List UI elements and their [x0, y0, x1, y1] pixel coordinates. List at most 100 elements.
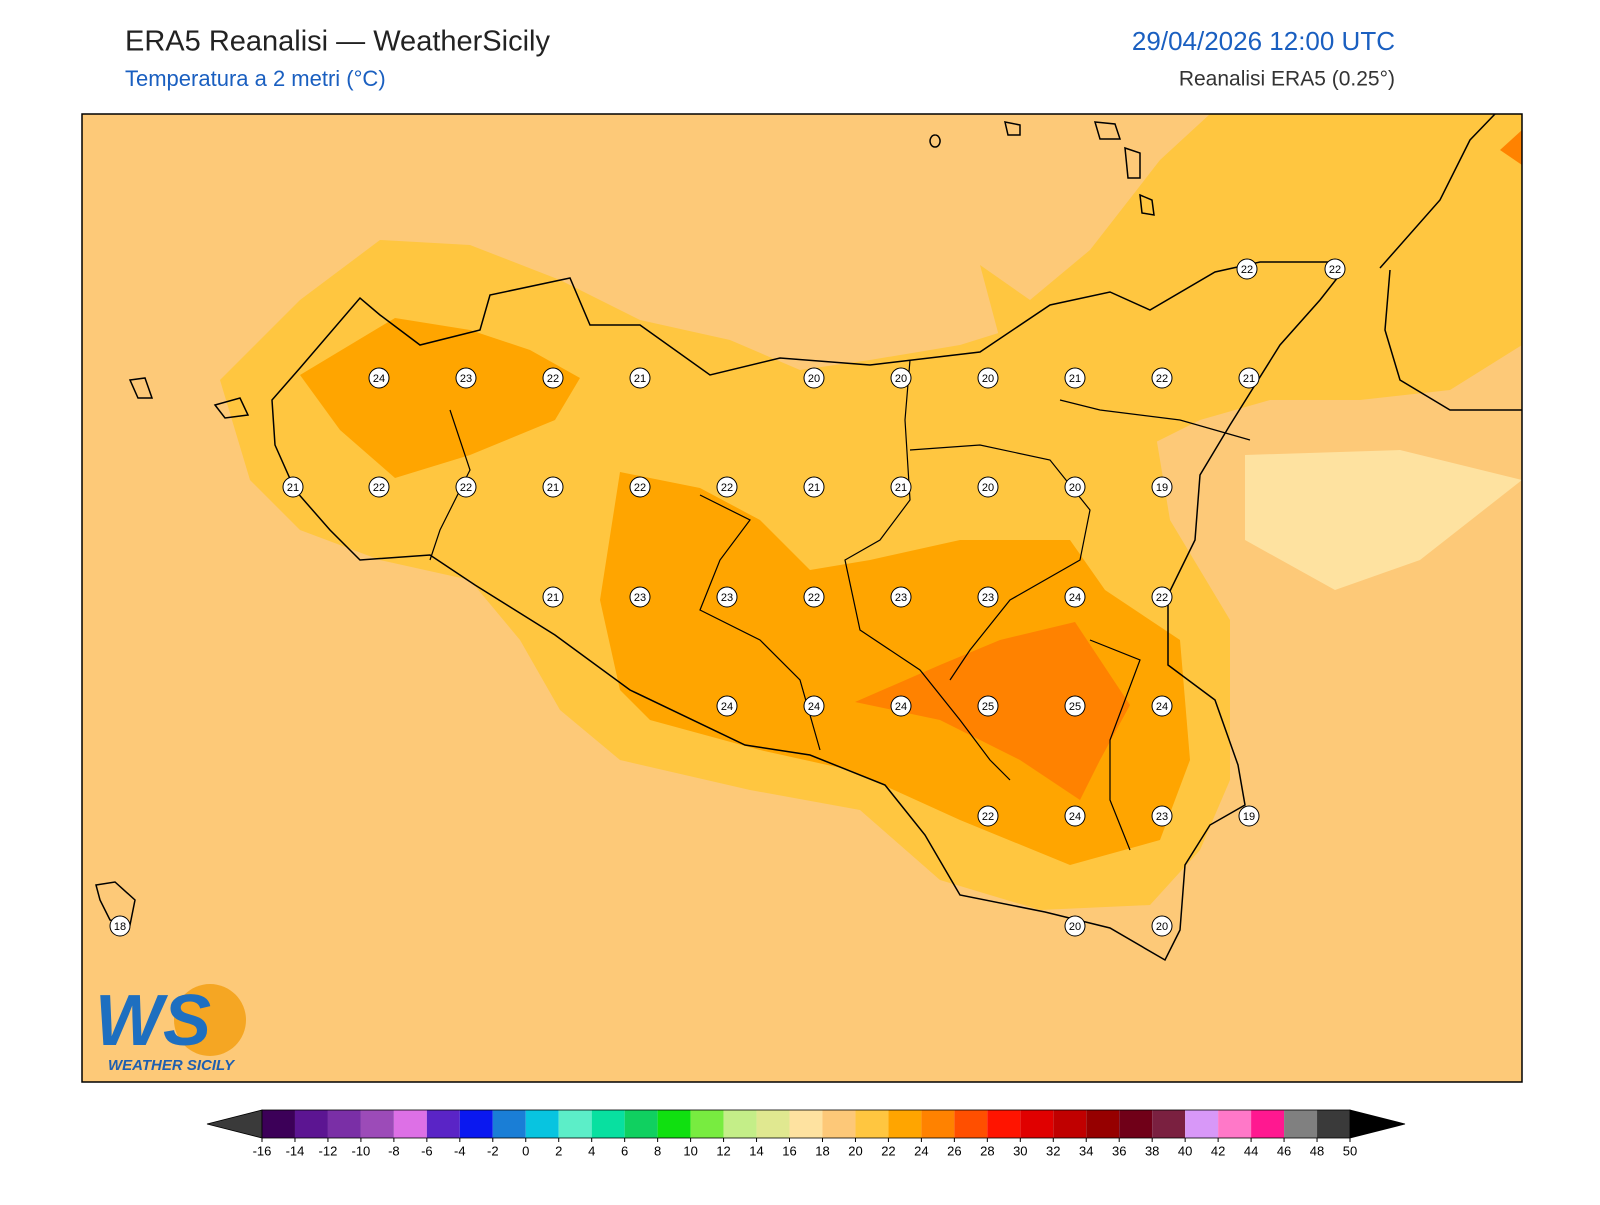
station-value: 23 — [460, 373, 472, 385]
station-values: 22 22 24 23 22 21 20 20 20 21 22 21 21 22 22 21 22 22 21 21… — [109, 258, 1346, 937]
logo-sun — [174, 984, 246, 1056]
station-value: 21 — [287, 482, 299, 494]
colorbar-under — [206, 1109, 263, 1139]
station-marker — [1064, 805, 1086, 827]
colorbar-tick-label: -8 — [388, 1143, 400, 1158]
station-value: 22 — [460, 482, 472, 494]
station-marker — [1064, 915, 1086, 937]
colorbar-box — [1053, 1110, 1087, 1138]
colorbar-box — [855, 1110, 889, 1138]
station-value: 24 — [1069, 592, 1081, 604]
colorbar-tick-label: 4 — [588, 1143, 595, 1158]
station-value: 20 — [1069, 482, 1081, 494]
colorbar-tick-label: -14 — [286, 1143, 305, 1158]
colorbar-box — [393, 1110, 427, 1138]
station-value: 22 — [982, 811, 994, 823]
station-value: 25 — [982, 701, 994, 713]
colorbar-tick-label: 40 — [1178, 1143, 1192, 1158]
colorbar-box — [492, 1110, 526, 1138]
colorbar-box — [1152, 1110, 1186, 1138]
station-marker — [1151, 367, 1173, 389]
station-value: 23 — [1156, 811, 1168, 823]
colorbar-tick-label: 38 — [1145, 1143, 1159, 1158]
station-value: 21 — [1243, 373, 1255, 385]
colorbar-tick-label: 50 — [1343, 1143, 1357, 1158]
station-value: 20 — [895, 373, 907, 385]
station-value: 21 — [895, 482, 907, 494]
colorbar-tick-label: -16 — [253, 1143, 272, 1158]
station-value: 22 — [373, 482, 385, 494]
station-value: 22 — [547, 373, 559, 385]
station-value: 22 — [721, 482, 733, 494]
colorbar-tick-label: -12 — [319, 1143, 338, 1158]
station-value: 22 — [808, 592, 820, 604]
colorbar-over — [1349, 1109, 1406, 1139]
logo-initials: WS — [95, 981, 211, 1061]
station-value: 24 — [1156, 701, 1168, 713]
station-marker — [1151, 586, 1173, 608]
colorbar: -16 -14 -12 -10 -8 -6 -4 -2 0 2 4 6 8 10 12 14 16 18 20 22 2… — [206, 1109, 1406, 1158]
station-marker — [1064, 586, 1086, 608]
station-value: 23 — [982, 592, 994, 604]
colorbar-tick-label: 2 — [555, 1143, 562, 1158]
station-value: 19 — [1156, 482, 1168, 494]
colorbar-tick-label: -6 — [421, 1143, 433, 1158]
colorbar-tick-label: 16 — [782, 1143, 796, 1158]
station-value: 21 — [634, 373, 646, 385]
colorbar-tick-label: 6 — [621, 1143, 628, 1158]
station-marker — [629, 367, 651, 389]
colorbar-box — [1185, 1110, 1219, 1138]
colorbar-box — [954, 1110, 988, 1138]
station-value: 23 — [721, 592, 733, 604]
station-marker — [368, 476, 390, 498]
colorbar-tick-label: 8 — [654, 1143, 661, 1158]
station-marker — [629, 586, 651, 608]
colorbar-box — [822, 1110, 856, 1138]
colorbar-tick-label: 30 — [1013, 1143, 1027, 1158]
colorbar-tick-label: 24 — [914, 1143, 928, 1158]
colorbar-box — [558, 1110, 592, 1138]
station-value: 19 — [1243, 811, 1255, 823]
colorbar-box — [1020, 1110, 1054, 1138]
colorbar-box — [1317, 1110, 1350, 1138]
colorbar-box — [262, 1110, 295, 1138]
station-value: 22 — [1241, 264, 1253, 276]
calabria-coast — [1379, 114, 1522, 411]
station-value: 20 — [982, 373, 994, 385]
station-marker — [1151, 695, 1173, 717]
colorbar-box — [723, 1110, 757, 1138]
station-marker — [803, 586, 825, 608]
station-marker — [890, 476, 912, 498]
station-value: 20 — [808, 373, 820, 385]
subtitle: Temperatura a 2 metri (°C) — [125, 66, 386, 91]
colorbar-tick-label: 22 — [881, 1143, 895, 1158]
map-frame — [81, 113, 1523, 1083]
station-marker — [109, 915, 131, 937]
station-marker — [455, 476, 477, 498]
station-marker — [542, 586, 564, 608]
colorbar-box — [327, 1110, 361, 1138]
colorbar-box — [1284, 1110, 1318, 1138]
station-marker — [977, 805, 999, 827]
station-marker — [716, 476, 738, 498]
station-marker — [803, 367, 825, 389]
station-marker — [1324, 258, 1346, 280]
colorbar-tick-label: 36 — [1112, 1143, 1126, 1158]
station-value: 24 — [808, 701, 820, 713]
station-value: 21 — [1069, 373, 1081, 385]
station-value: 24 — [895, 701, 907, 713]
station-value: 21 — [547, 482, 559, 494]
colorbar-tick-label: 20 — [848, 1143, 862, 1158]
colorbar-box — [1119, 1110, 1153, 1138]
logo: WS WEATHER SICILY — [95, 981, 246, 1074]
colorbar-box — [591, 1110, 625, 1138]
station-marker — [977, 586, 999, 608]
station-marker — [542, 476, 564, 498]
colorbar-box — [1218, 1110, 1252, 1138]
station-marker — [542, 367, 564, 389]
station-marker — [629, 476, 651, 498]
station-marker — [716, 695, 738, 717]
map-area — [82, 114, 1522, 1082]
colorbar-tick-label: 26 — [947, 1143, 961, 1158]
